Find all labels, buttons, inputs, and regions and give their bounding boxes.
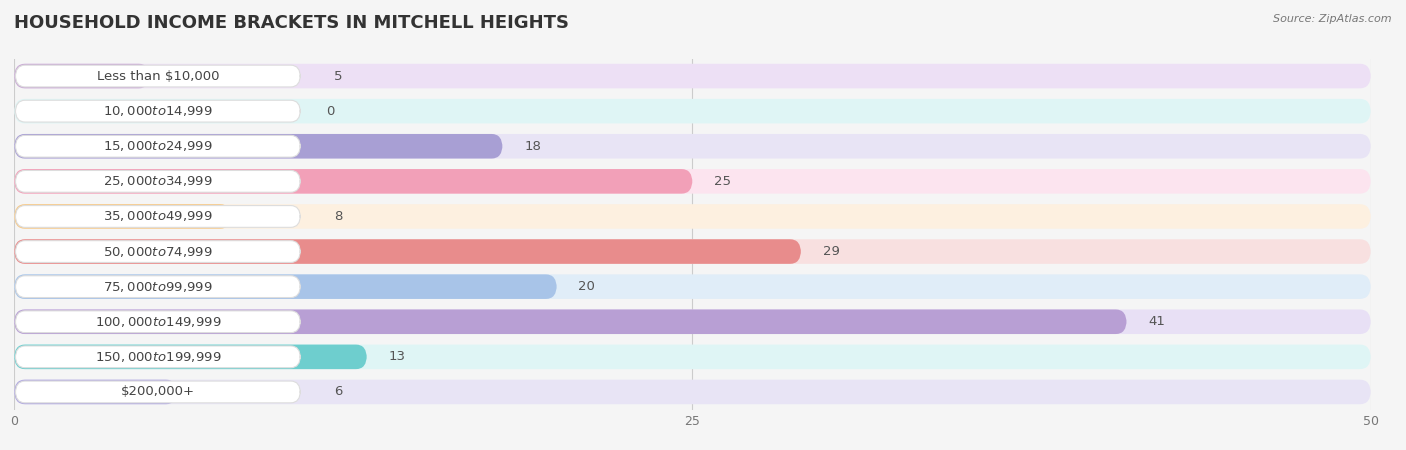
Text: $15,000 to $24,999: $15,000 to $24,999 [103, 139, 212, 153]
FancyBboxPatch shape [15, 206, 301, 227]
FancyBboxPatch shape [15, 346, 301, 368]
Text: 6: 6 [335, 386, 343, 398]
Text: $200,000+: $200,000+ [121, 386, 195, 398]
FancyBboxPatch shape [14, 204, 231, 229]
FancyBboxPatch shape [15, 381, 301, 403]
Text: 13: 13 [388, 351, 405, 363]
FancyBboxPatch shape [15, 65, 301, 87]
FancyBboxPatch shape [14, 310, 1126, 334]
FancyBboxPatch shape [14, 239, 1371, 264]
Text: $25,000 to $34,999: $25,000 to $34,999 [103, 174, 212, 189]
Text: $35,000 to $49,999: $35,000 to $49,999 [103, 209, 212, 224]
Text: 29: 29 [823, 245, 839, 258]
FancyBboxPatch shape [15, 276, 301, 297]
Text: 8: 8 [335, 210, 343, 223]
Text: Source: ZipAtlas.com: Source: ZipAtlas.com [1274, 14, 1392, 23]
FancyBboxPatch shape [14, 99, 1371, 123]
FancyBboxPatch shape [14, 134, 1371, 158]
FancyBboxPatch shape [15, 100, 301, 122]
FancyBboxPatch shape [15, 171, 301, 192]
Text: 5: 5 [335, 70, 343, 82]
Text: 25: 25 [714, 175, 731, 188]
FancyBboxPatch shape [15, 135, 301, 157]
Text: 20: 20 [578, 280, 595, 293]
Text: Less than $10,000: Less than $10,000 [97, 70, 219, 82]
Text: 41: 41 [1149, 315, 1166, 328]
Text: 0: 0 [326, 105, 335, 117]
FancyBboxPatch shape [14, 345, 367, 369]
FancyBboxPatch shape [14, 274, 557, 299]
FancyBboxPatch shape [15, 311, 301, 333]
FancyBboxPatch shape [14, 345, 1371, 369]
FancyBboxPatch shape [14, 380, 1371, 404]
FancyBboxPatch shape [14, 239, 801, 264]
FancyBboxPatch shape [15, 241, 301, 262]
FancyBboxPatch shape [14, 204, 1371, 229]
Text: $150,000 to $199,999: $150,000 to $199,999 [94, 350, 221, 364]
FancyBboxPatch shape [14, 64, 150, 88]
FancyBboxPatch shape [14, 380, 177, 404]
FancyBboxPatch shape [14, 169, 692, 194]
FancyBboxPatch shape [14, 64, 1371, 88]
Text: HOUSEHOLD INCOME BRACKETS IN MITCHELL HEIGHTS: HOUSEHOLD INCOME BRACKETS IN MITCHELL HE… [14, 14, 569, 32]
FancyBboxPatch shape [14, 134, 502, 158]
FancyBboxPatch shape [14, 274, 1371, 299]
Text: $100,000 to $149,999: $100,000 to $149,999 [94, 315, 221, 329]
Text: 18: 18 [524, 140, 541, 153]
Text: $10,000 to $14,999: $10,000 to $14,999 [103, 104, 212, 118]
FancyBboxPatch shape [14, 310, 1371, 334]
Text: $75,000 to $99,999: $75,000 to $99,999 [103, 279, 212, 294]
FancyBboxPatch shape [14, 169, 1371, 194]
Text: $50,000 to $74,999: $50,000 to $74,999 [103, 244, 212, 259]
